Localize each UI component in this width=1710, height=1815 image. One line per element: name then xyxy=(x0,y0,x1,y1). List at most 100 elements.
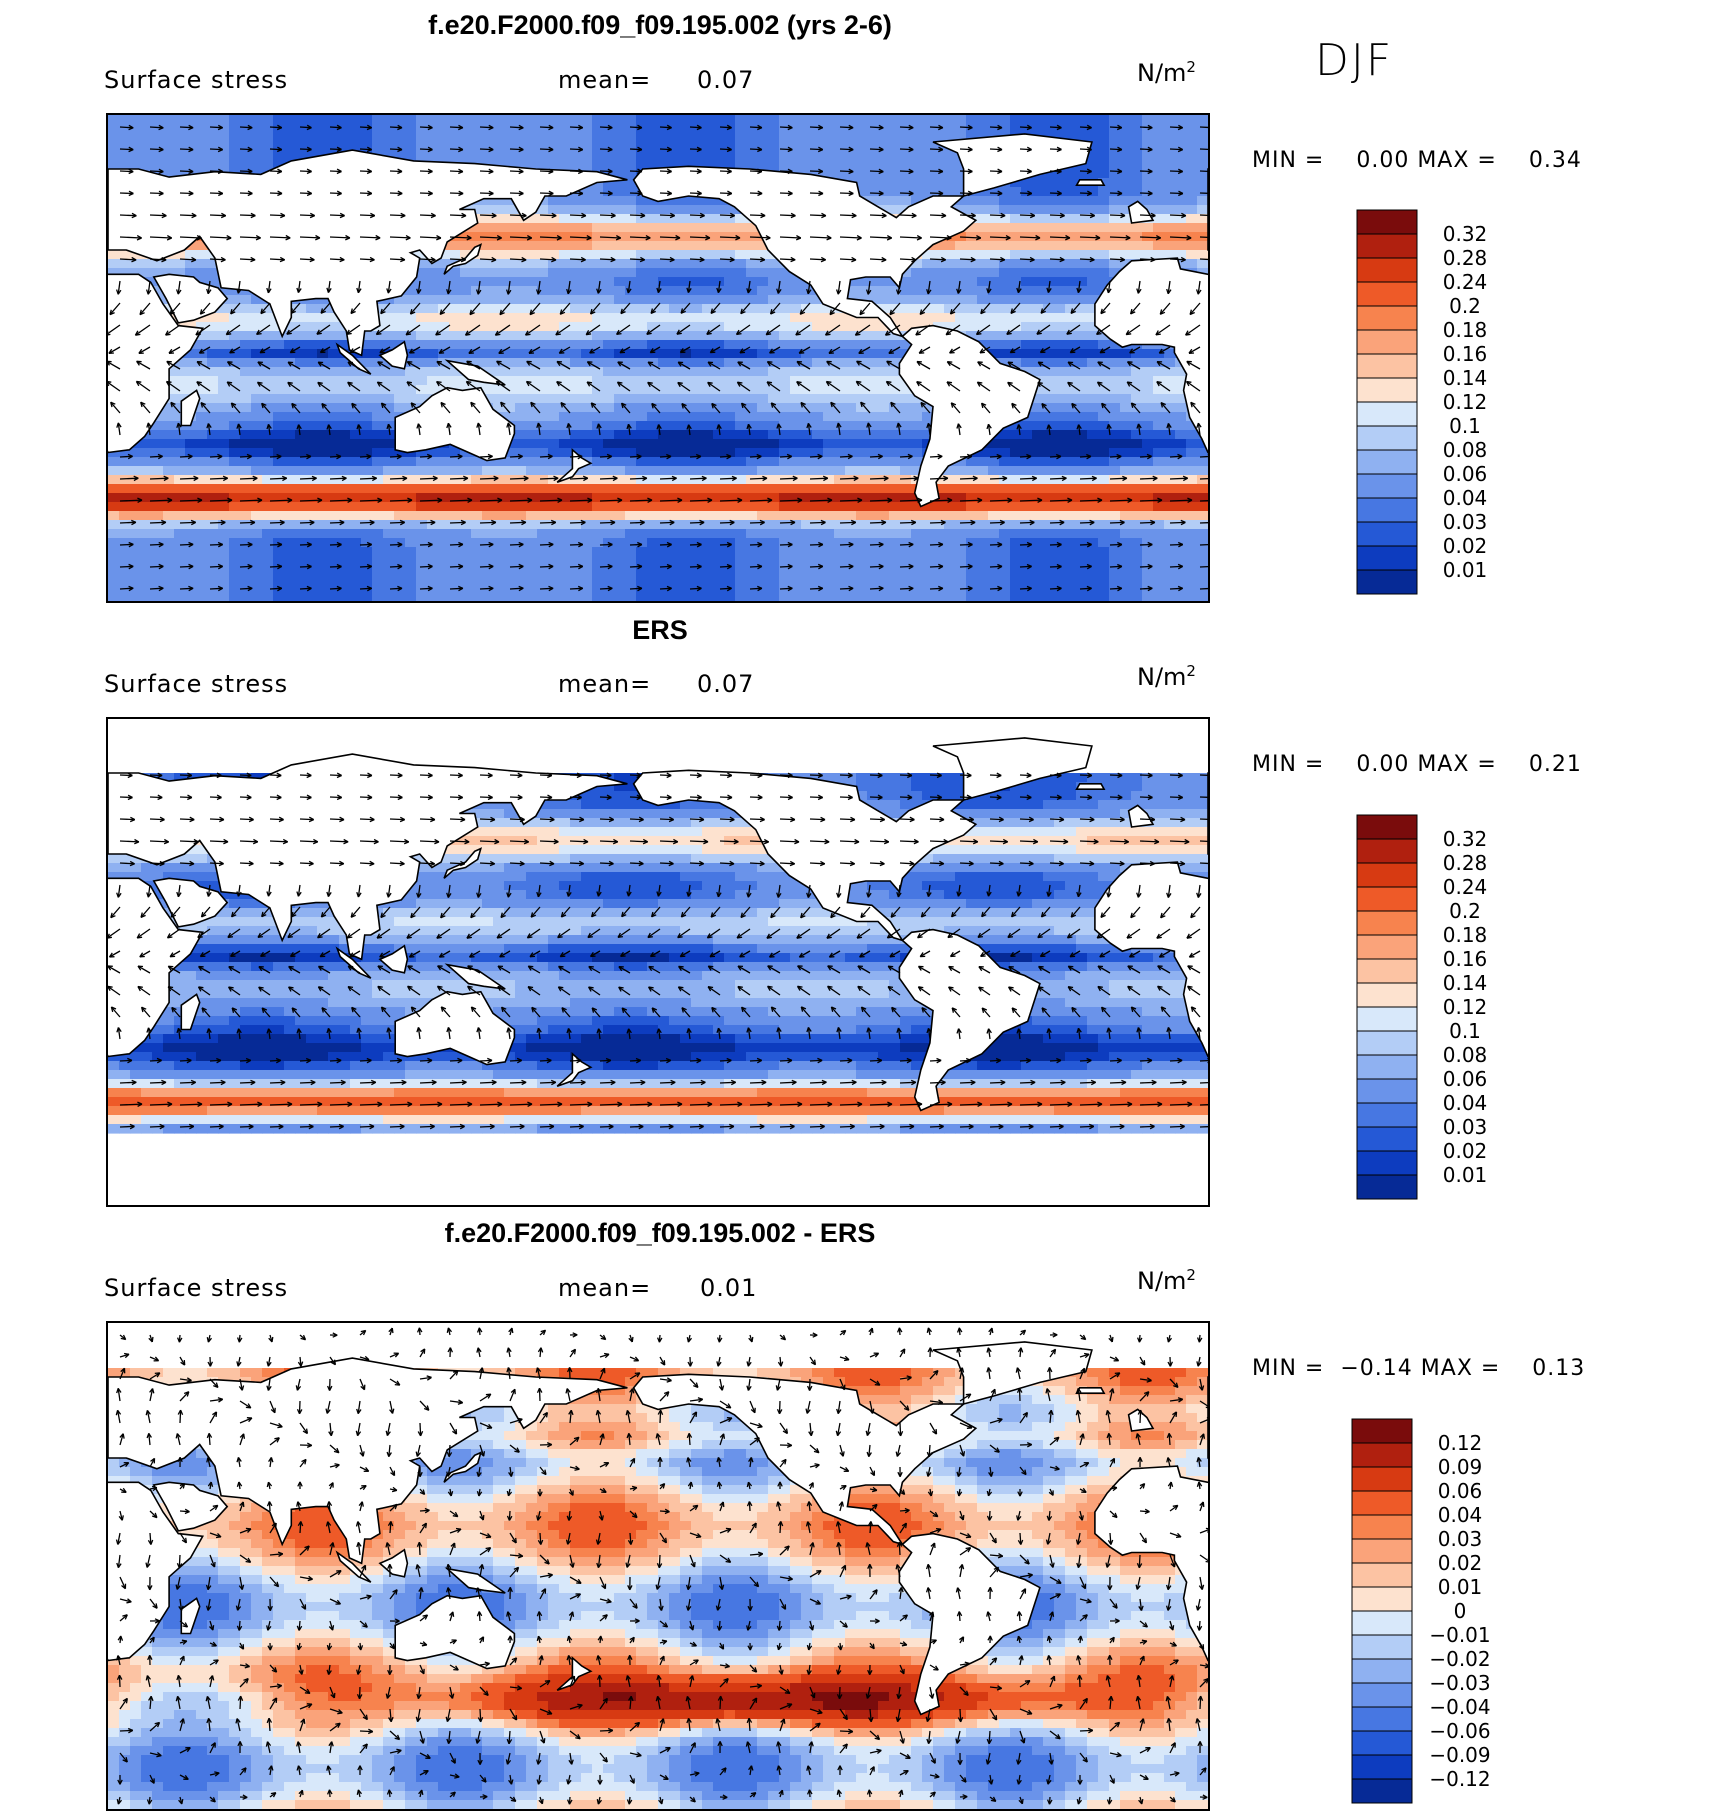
colorbar-tick-label: 0.01 xyxy=(1443,1163,1488,1187)
colorbar-tick-label: 0.04 xyxy=(1443,1091,1488,1115)
colorbar-swatch xyxy=(1351,1418,1413,1444)
colorbar-tick-label: −0.06 xyxy=(1429,1719,1490,1743)
landmass xyxy=(180,389,201,427)
landmass xyxy=(378,340,409,370)
landmass xyxy=(335,946,372,979)
colorbar-swatch xyxy=(1351,1754,1413,1780)
colorbar-tick-label: 0.12 xyxy=(1443,995,1488,1019)
landmass xyxy=(108,1481,204,1662)
colorbar-swatch xyxy=(1356,814,1418,840)
colorbar-tick-label: 0.24 xyxy=(1443,875,1488,899)
colorbar-swatch xyxy=(1351,1490,1413,1516)
colorbar-tick-label: 0.1 xyxy=(1449,414,1481,438)
colorbar-swatch xyxy=(1356,862,1418,888)
colorbar-tick-label: 0.2 xyxy=(1449,294,1481,318)
colorbar-tick-label: 0.04 xyxy=(1443,486,1488,510)
colorbar-tick-label: 0.14 xyxy=(1443,366,1488,390)
landmass xyxy=(378,1548,409,1578)
colorbar-tick-label: 0.03 xyxy=(1438,1527,1483,1551)
colorbar-swatch xyxy=(1356,1126,1418,1152)
colorbar-tick-label: −0.04 xyxy=(1429,1695,1490,1719)
landmass xyxy=(898,928,1041,1112)
colorbar-swatch xyxy=(1356,910,1418,936)
colorbar-tick-label: 0.14 xyxy=(1443,971,1488,995)
colorbar-tick-label: 0.04 xyxy=(1438,1503,1483,1527)
colorbar-tick-label: 0.16 xyxy=(1443,947,1488,971)
colorbar-tick-label: −0.03 xyxy=(1429,1671,1490,1695)
colorbar-tick-label: 0.01 xyxy=(1443,558,1488,582)
colorbar-swatch xyxy=(1356,281,1418,307)
colorbar-swatch xyxy=(1351,1706,1413,1732)
stress-vectors xyxy=(108,124,1208,592)
panel-1-minmax: MIN = 0.00 MAX = 0.34 xyxy=(1252,148,1582,173)
colorbar-tick-label: −0.09 xyxy=(1429,1743,1490,1767)
colorbar-swatch xyxy=(1356,305,1418,331)
colorbar-swatch xyxy=(1351,1730,1413,1756)
colorbar-swatch xyxy=(1356,425,1418,451)
colorbar-tick-label: 0.32 xyxy=(1443,222,1488,246)
colorbar-swatch xyxy=(1356,982,1418,1008)
colorbar-tick-label: 0.18 xyxy=(1443,923,1488,947)
panel-1-mean-value: 0.07 xyxy=(697,66,754,94)
landmass xyxy=(394,990,516,1066)
colorbar-swatch xyxy=(1351,1778,1413,1804)
landmass xyxy=(152,1481,229,1532)
landmass xyxy=(108,149,628,357)
panel-2-variable: Surface stress xyxy=(104,670,288,698)
colorbar-swatch xyxy=(1356,958,1418,984)
colorbar-tick-label: 0.09 xyxy=(1438,1455,1483,1479)
colorbar-swatch xyxy=(1356,1078,1418,1104)
colorbar-tick-label: −0.12 xyxy=(1429,1767,1490,1791)
colorbar-swatch xyxy=(1356,209,1418,235)
landmass xyxy=(898,324,1041,508)
landmass xyxy=(108,1357,628,1565)
panel-3-title: f.e20.F2000.f09_f09.195.002 - ERS xyxy=(0,1218,1320,1249)
colorbar-swatch xyxy=(1356,353,1418,379)
colorbar-tick-label: 0.06 xyxy=(1443,1067,1488,1091)
colorbar-tick-label: 0.02 xyxy=(1438,1551,1483,1575)
coastlines xyxy=(108,1341,1208,1716)
colorbar-swatch xyxy=(1351,1658,1413,1684)
landmass xyxy=(556,448,593,483)
colorbar-tick-label: −0.01 xyxy=(1429,1623,1490,1647)
colorbar-swatch xyxy=(1351,1610,1413,1636)
landmass xyxy=(1127,200,1155,224)
panel-2-units: N/m2 xyxy=(1137,662,1196,691)
colorbar-swatch xyxy=(1351,1538,1413,1564)
colorbar-tick-label: 0.03 xyxy=(1443,1115,1488,1139)
landmass xyxy=(1127,804,1155,828)
colorbar-tick-label: 0.2 xyxy=(1449,899,1481,923)
colorbar-swatch xyxy=(1356,449,1418,475)
colorbar-swatch xyxy=(1351,1442,1413,1468)
panel-3-variable: Surface stress xyxy=(104,1274,288,1302)
panel-3-units: N/m2 xyxy=(1137,1266,1196,1295)
panel-1-units: N/m2 xyxy=(1137,58,1196,87)
landmass xyxy=(556,1656,593,1691)
colorbar-swatch xyxy=(1351,1514,1413,1540)
landmass xyxy=(932,1341,1093,1406)
panel-3-mean-value: 0.01 xyxy=(700,1274,757,1302)
colorbar-swatch xyxy=(1356,401,1418,427)
coastlines xyxy=(108,737,1208,1112)
colorbar-swatch xyxy=(1356,838,1418,864)
landmass xyxy=(444,1567,506,1594)
landmass xyxy=(394,1594,516,1670)
landmass xyxy=(378,944,409,974)
colorbar-tick-label: 0.32 xyxy=(1443,827,1488,851)
panel-1-variable: Surface stress xyxy=(104,66,288,94)
stress-vectors xyxy=(115,1327,1208,1805)
season-label: DJF xyxy=(1315,35,1393,86)
colorbar-swatch xyxy=(1351,1562,1413,1588)
colorbar-swatch xyxy=(1351,1682,1413,1708)
panel-2-title: ERS xyxy=(0,615,1320,646)
panel-2-mean-value: 0.07 xyxy=(697,670,754,698)
colorbar-tick-label: 0.18 xyxy=(1443,318,1488,342)
colorbar-swatch xyxy=(1356,257,1418,283)
panel-1-map xyxy=(106,113,1210,603)
landmass xyxy=(632,1373,978,1546)
panel-3-map xyxy=(106,1321,1210,1811)
coastlines xyxy=(108,133,1208,508)
panel-2-minmax: MIN = 0.00 MAX = 0.21 xyxy=(1252,752,1582,777)
colorbar-swatch xyxy=(1356,497,1418,523)
panel-3-colorbar: 0.120.090.060.040.030.020.010−0.01−0.02−… xyxy=(1351,1418,1491,1804)
